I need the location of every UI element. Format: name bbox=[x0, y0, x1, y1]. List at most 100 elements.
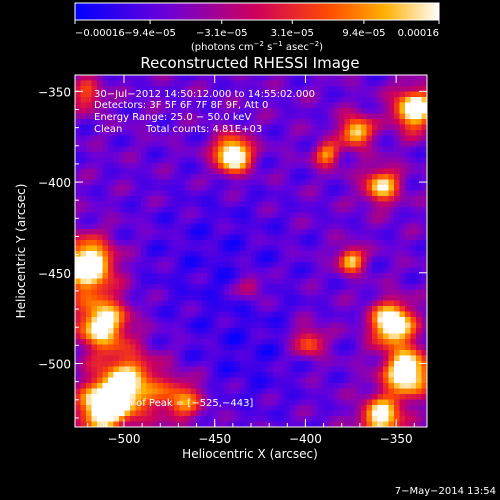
heatmap-cell bbox=[174, 141, 180, 147]
heatmap-cell bbox=[377, 141, 384, 147]
heatmap-cell bbox=[388, 339, 395, 345]
heatmap-cell bbox=[333, 179, 340, 186]
heatmap-cell bbox=[212, 399, 219, 406]
heatmap-cell bbox=[207, 322, 213, 329]
heatmap-cell bbox=[240, 344, 246, 351]
heatmap-cell bbox=[157, 240, 164, 246]
heatmap-cell bbox=[196, 185, 202, 191]
heatmap-cell bbox=[152, 394, 158, 400]
heatmap-cell bbox=[377, 289, 384, 296]
heatmap-cell bbox=[91, 383, 98, 389]
heatmap-cell bbox=[421, 141, 428, 147]
heatmap-cell bbox=[278, 102, 285, 109]
heatmap-cell bbox=[295, 168, 301, 175]
heatmap-cell bbox=[273, 372, 279, 378]
heatmap-cell bbox=[322, 97, 329, 103]
heatmap-cell bbox=[185, 317, 191, 323]
heatmap-cell bbox=[190, 185, 197, 191]
heatmap-cell bbox=[152, 119, 158, 125]
heatmap-cell bbox=[185, 97, 191, 103]
heatmap-cell bbox=[405, 289, 411, 296]
heatmap-cell bbox=[317, 119, 323, 125]
heatmap-cell bbox=[344, 262, 351, 268]
heatmap-cell bbox=[119, 383, 125, 389]
heatmap-cell bbox=[372, 421, 378, 428]
heatmap-cell bbox=[240, 366, 246, 373]
heatmap-cell bbox=[339, 388, 345, 395]
heatmap-cell bbox=[366, 273, 373, 279]
heatmap-cell bbox=[157, 306, 164, 312]
heatmap-cell bbox=[322, 394, 329, 400]
heatmap-cell bbox=[289, 141, 296, 147]
heatmap-cell bbox=[300, 80, 307, 87]
heatmap-cell bbox=[405, 207, 411, 213]
heatmap-cell bbox=[124, 91, 131, 98]
heatmap-cell bbox=[141, 201, 147, 208]
heatmap-cell bbox=[383, 119, 389, 125]
heatmap-cell bbox=[383, 80, 389, 87]
heatmap-cell bbox=[190, 141, 197, 147]
heatmap-cell bbox=[86, 311, 92, 318]
heatmap-cell bbox=[174, 212, 180, 219]
heatmap-cell bbox=[311, 256, 318, 263]
heatmap-cell bbox=[119, 168, 125, 175]
heatmap-cell bbox=[75, 344, 81, 351]
heatmap-cell bbox=[146, 190, 153, 197]
heatmap-cell bbox=[141, 262, 147, 268]
heatmap-cell bbox=[212, 80, 219, 87]
heatmap-cell bbox=[377, 394, 384, 400]
heatmap-cell bbox=[311, 179, 318, 186]
heatmap-cell bbox=[163, 383, 169, 389]
heatmap-cell bbox=[245, 174, 252, 180]
heatmap-cell bbox=[86, 388, 92, 395]
heatmap-cell bbox=[168, 157, 175, 164]
heatmap-cell bbox=[311, 284, 318, 290]
heatmap-cell bbox=[399, 388, 406, 395]
heatmap-cell bbox=[251, 344, 257, 351]
heatmap-cell bbox=[240, 410, 246, 417]
heatmap-cell bbox=[229, 97, 235, 103]
heatmap-cell bbox=[201, 394, 208, 400]
heatmap-cell bbox=[256, 306, 263, 312]
heatmap-cell bbox=[344, 174, 351, 180]
heatmap-cell bbox=[141, 300, 147, 307]
heatmap-cell bbox=[251, 405, 257, 411]
heatmap-cell bbox=[124, 355, 131, 362]
heatmap-cell bbox=[207, 102, 213, 109]
heatmap-cell bbox=[223, 289, 230, 296]
heatmap-cell bbox=[223, 284, 230, 290]
heatmap-cell bbox=[174, 328, 180, 334]
heatmap-cell bbox=[278, 273, 285, 279]
heatmap-cell bbox=[295, 157, 301, 164]
heatmap-cell bbox=[141, 377, 147, 384]
heatmap-cell bbox=[185, 300, 191, 307]
heatmap-cell bbox=[223, 328, 230, 334]
heatmap-cell bbox=[234, 185, 241, 191]
heatmap-cell bbox=[119, 212, 125, 219]
heatmap-cell bbox=[372, 212, 378, 219]
heatmap-cell bbox=[284, 361, 290, 367]
heatmap-cell bbox=[179, 229, 186, 235]
heatmap-cell bbox=[168, 190, 175, 197]
heatmap-cell bbox=[300, 168, 307, 175]
heatmap-cell bbox=[146, 295, 153, 301]
heatmap-cell bbox=[135, 322, 142, 329]
heatmap-cell bbox=[157, 361, 164, 367]
heatmap-cell bbox=[229, 207, 235, 213]
heatmap-cell bbox=[267, 223, 274, 230]
heatmap-cell bbox=[339, 146, 345, 153]
heatmap-cell bbox=[174, 75, 180, 81]
heatmap-cell bbox=[251, 273, 257, 279]
heatmap-cell bbox=[174, 410, 180, 417]
heatmap-cell bbox=[328, 344, 334, 351]
heatmap-cell bbox=[141, 91, 147, 98]
heatmap-cell bbox=[339, 240, 345, 246]
heatmap-cell bbox=[284, 394, 290, 400]
heatmap-cell bbox=[361, 190, 367, 197]
heatmap-cell bbox=[421, 168, 428, 175]
heatmap-cell bbox=[80, 75, 87, 81]
heatmap-cell bbox=[405, 361, 411, 367]
heatmap-cell bbox=[361, 152, 367, 158]
heatmap-cell bbox=[306, 377, 312, 384]
heatmap-cell bbox=[262, 405, 268, 411]
